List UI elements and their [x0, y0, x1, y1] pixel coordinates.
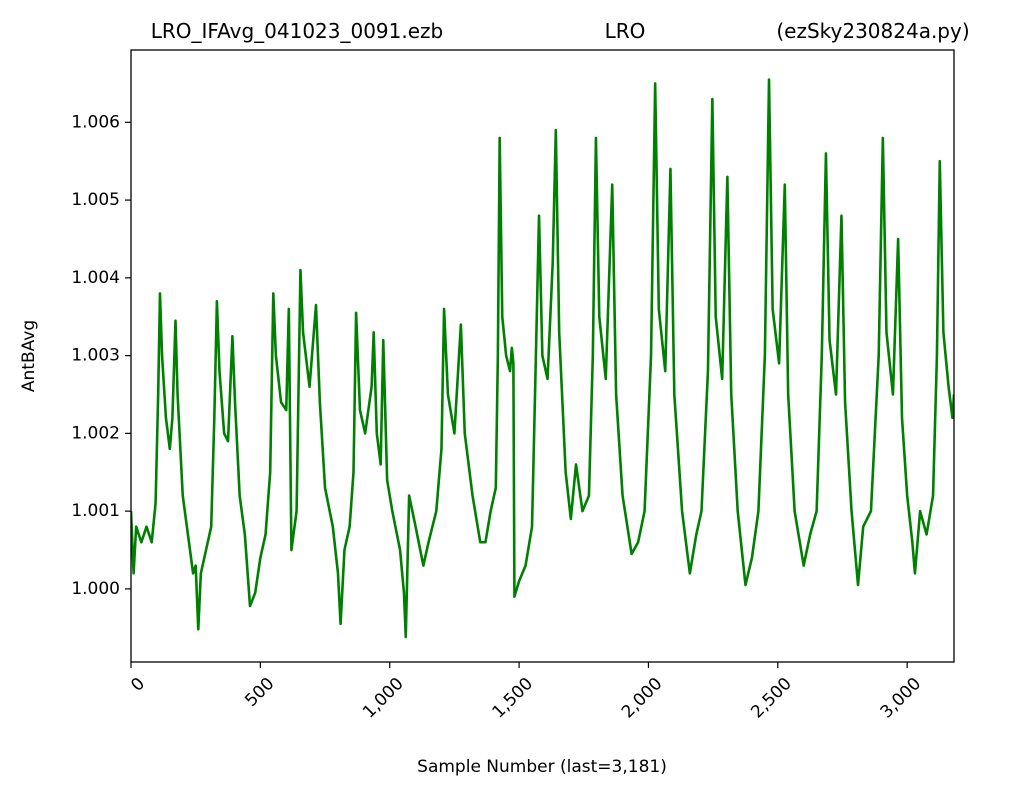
x-tick-label: 2,000	[618, 674, 667, 723]
y-axis-label: AntBAvg	[19, 320, 39, 392]
x-tick-label: 1,500	[489, 674, 538, 723]
y-tick-label: 1.002	[71, 423, 120, 443]
y-tick-label: 1.004	[71, 268, 120, 288]
title-left: LRO_IFAvg_041023_0091.ezb	[151, 19, 444, 43]
x-tick-label: 2,500	[747, 674, 796, 723]
x-tick-label: 1,000	[359, 674, 408, 723]
y-tick-label: 1.000	[71, 579, 120, 599]
data-line	[131, 78, 954, 639]
x-tick-label: 500	[241, 674, 278, 711]
x-axis-label: Sample Number (last=3,181)	[417, 757, 667, 777]
x-tick-label: 0	[127, 674, 149, 696]
x-tick-label: 3,000	[877, 674, 926, 723]
y-tick-label: 1.005	[71, 190, 120, 210]
y-tick-label: 1.003	[71, 346, 120, 366]
title-center: LRO	[605, 19, 646, 43]
y-tick-label: 1.006	[71, 112, 120, 132]
title-right: (ezSky230824a.py)	[776, 19, 969, 43]
y-tick-label: 1.001	[71, 501, 120, 521]
